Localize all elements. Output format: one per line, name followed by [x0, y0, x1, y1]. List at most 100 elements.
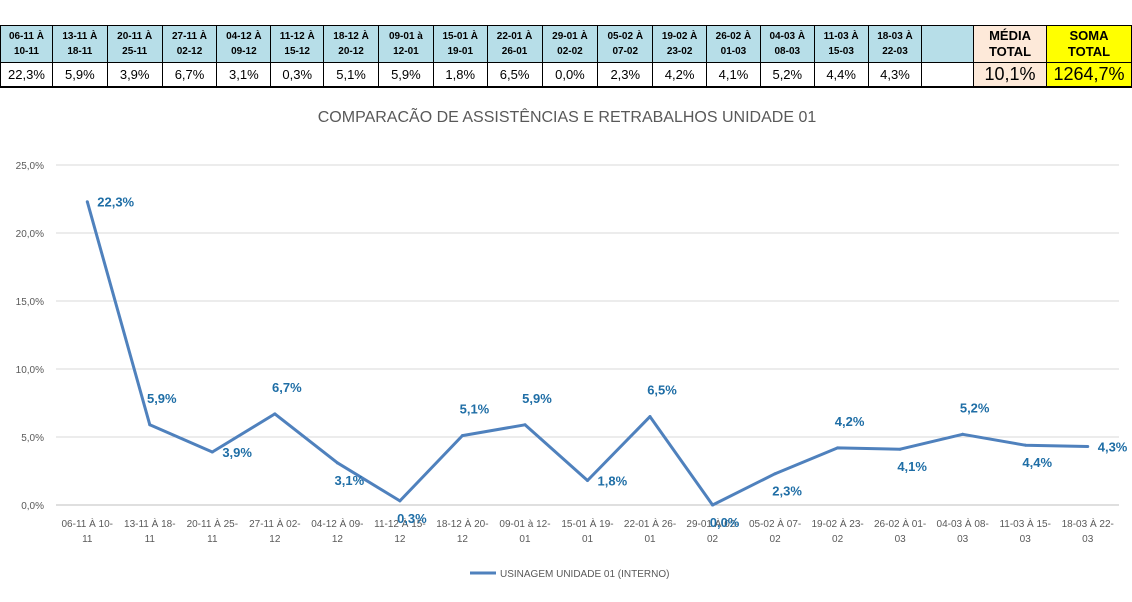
y-tick-label: 0,0%: [21, 501, 44, 512]
summary-table-area: 06-11 À 10-11 13-11 À 18-11 20-11 À 25-11 27-1…: [0, 0, 1132, 88]
value-cell: 1,8%: [432, 62, 488, 87]
x-tick-label: 06-11 À 10-11: [62, 517, 114, 545]
data-point: [711, 503, 715, 507]
data-label: 0,3%: [397, 511, 427, 526]
header-cell: 13-11 À 18-11: [51, 25, 108, 63]
value-cell: 6,7%: [161, 62, 218, 87]
header-cell: 04-03 À 08-03: [759, 25, 815, 63]
value-cell: 4,1%: [706, 62, 761, 87]
data-point: [586, 479, 589, 483]
header-cell: 09-01 à 12-01: [377, 25, 434, 63]
x-tick-label: 15-01 À 19-01: [561, 517, 613, 545]
legend-label: USINAGEM UNIDADE 01 (INTERNO): [500, 569, 669, 580]
value-cell: 3,9%: [106, 62, 163, 87]
empty-value-cell: [921, 62, 975, 87]
x-tick-label: 09-01 à 12-01: [499, 519, 550, 545]
header-cell: 20-11 À 25-11: [106, 25, 163, 63]
soma-total-value: 1264,7%: [1045, 62, 1132, 87]
line-chart: COMPARACÃO DE ASSISTÊNCIAS E RETRABALHOS…: [16, 106, 1128, 580]
gridlines: [56, 164, 1119, 506]
data-point: [1086, 445, 1090, 449]
y-tick-label: 20,0%: [16, 229, 44, 240]
data-point: [1023, 443, 1027, 447]
x-tick-label: 05-02 À 07-02: [749, 517, 801, 545]
data-label: 1,8%: [598, 474, 628, 489]
value-cell: 4,2%: [652, 62, 708, 87]
header-cell: 11-03 À 15-03: [813, 25, 869, 63]
x-tick-label: 29-01 À 02-02: [686, 517, 738, 545]
data-label: 4,4%: [1022, 455, 1052, 470]
media-total-header: MÉDIA TOTAL: [973, 25, 1047, 63]
summary-table: 06-11 À 10-11 13-11 À 18-11 20-11 À 25-11 27-1…: [0, 25, 1132, 87]
data-label: 5,1%: [460, 402, 490, 417]
data-point: [273, 412, 277, 416]
data-point: [773, 472, 777, 476]
table-header-row: 06-11 À 10-11 13-11 À 18-11 20-11 À 25-11 27-1…: [0, 25, 1132, 63]
x-tick-label: 04-03 À 08-03: [937, 517, 989, 545]
chart-title: COMPARACÃO DE ASSISTÊNCIAS E RETRABALHOS…: [318, 106, 817, 126]
value-cell: 5,2%: [759, 62, 815, 87]
value-cell: 5,9%: [51, 62, 108, 87]
data-point: [335, 461, 339, 465]
data-point: [398, 499, 402, 503]
data-point: [961, 432, 965, 436]
value-cell: 6,5%: [486, 62, 543, 87]
data-label: 6,7%: [272, 380, 302, 395]
data-point: [836, 446, 840, 450]
soma-total-header: SOMA TOTAL: [1045, 25, 1132, 63]
data-point: [210, 450, 214, 454]
data-label: 3,9%: [222, 445, 252, 460]
x-tick-label: 27-11 À 02-12: [249, 517, 301, 545]
value-cell: 5,9%: [377, 62, 434, 87]
x-tick-label: 04-12 À 09-12: [311, 517, 363, 545]
x-tick-label: 11-12 À 15-12: [374, 517, 426, 545]
value-cell: 2,3%: [597, 62, 654, 87]
value-cell: 4,3%: [867, 62, 923, 87]
data-labels: 22,3% 5,9% 3,9% 6,7% 3,1% 0,3% 5,1% 5,9% 1,8% 6,5…: [97, 195, 1128, 530]
header-cell: 19-02 À 23-02: [652, 25, 708, 63]
data-label: 5,9%: [522, 391, 552, 406]
value-cell: 3,1%: [216, 62, 272, 87]
header-cell: 18-12 À 20-12: [323, 25, 379, 63]
header-cell: 18-03 À 22-03: [867, 25, 923, 63]
header-cell: 26-02 À 01-03: [706, 25, 761, 63]
y-tick-label: 15,0%: [16, 297, 44, 308]
header-cell: 06-11 À 10-11: [0, 25, 53, 63]
table-value-row: 22,3% 5,9% 3,9% 6,7% 3,1% 0,3% 5,1% 5,9% 1,8% 6,5…: [0, 62, 1132, 87]
y-tick-label: 5,0%: [21, 433, 44, 444]
value-cell: 0,0%: [541, 62, 599, 87]
data-label: 0,0%: [710, 515, 740, 530]
data-label: 3,1%: [335, 473, 365, 488]
y-axis: 0,0% 5,0% 10,0% 15,0% 20,0% 25,0%: [16, 161, 44, 512]
header-cell: 05-02 À 07-02: [597, 25, 654, 63]
data-label: 5,9%: [147, 391, 177, 406]
data-label: 6,5%: [647, 383, 677, 398]
value-cell: 5,1%: [323, 62, 379, 87]
data-point: [898, 447, 902, 451]
data-point: [85, 200, 89, 204]
x-tick-label: 11-03 À 15-03: [999, 517, 1051, 545]
data-label: 4,3%: [1098, 440, 1128, 455]
data-label: 4,2%: [835, 414, 865, 429]
value-cell: 4,4%: [813, 62, 869, 87]
header-cell: 22-01 À 26-01: [486, 25, 543, 63]
data-label: 4,1%: [897, 459, 927, 474]
data-point: [648, 415, 652, 419]
data-label: 2,3%: [772, 484, 802, 499]
y-tick-label: 10,0%: [16, 365, 44, 376]
legend: USINAGEM UNIDADE 01 (INTERNO): [470, 569, 669, 580]
x-tick-label: 26-02 À 01-03: [874, 517, 926, 545]
data-label: 5,2%: [960, 400, 990, 415]
media-total-value: 10,1%: [973, 62, 1047, 87]
x-tick-label: 18-03 À 22-03: [1062, 517, 1114, 545]
value-cell: 22,3%: [0, 62, 53, 87]
header-cell: 11-12 À 15-12: [270, 25, 325, 63]
empty-header-cell: [921, 25, 975, 63]
series-group: [85, 200, 1090, 507]
data-label: 22,3%: [97, 195, 134, 210]
x-axis: 06-11 À 10-11 13-11 À 18-11 20-11 À 25-11 2…: [62, 517, 1114, 545]
data-point: [523, 423, 527, 427]
data-point: [460, 434, 464, 438]
header-cell: 29-01 À 02-02: [541, 25, 599, 63]
x-tick-label: 18-12 À 20-12: [436, 517, 488, 545]
